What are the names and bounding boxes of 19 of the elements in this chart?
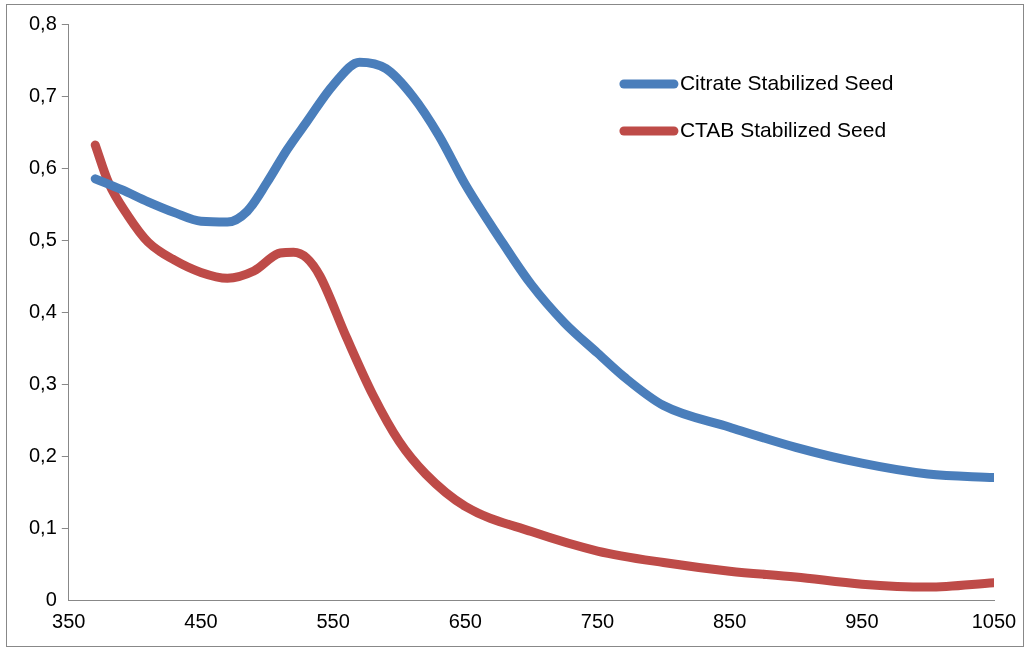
x-tick-label: 750 xyxy=(580,609,615,632)
legend-label: Citrate Stabilized Seed xyxy=(679,70,894,94)
y-tick-label: 0,8 xyxy=(28,11,57,34)
x-tick-label: 450 xyxy=(184,609,218,632)
legend-label: CTAB Stabilized Seed xyxy=(679,117,887,141)
y-tick-label: 0,3 xyxy=(28,371,57,394)
y-tick-label: 0 xyxy=(45,587,57,610)
x-tick-label: 1050 xyxy=(971,609,1017,632)
x-tick-label: 550 xyxy=(316,609,350,632)
y-tick-label: 0,6 xyxy=(28,155,57,178)
y-tick-label: 0,2 xyxy=(28,443,57,466)
y-tick-label: 0,1 xyxy=(28,515,57,538)
y-tick-label: 0,5 xyxy=(28,227,57,250)
x-tick-label: 850 xyxy=(712,609,747,632)
x-tick-label: 350 xyxy=(52,609,86,632)
y-tick-label: 0,4 xyxy=(28,299,57,322)
y-tick-label: 0,7 xyxy=(28,83,57,106)
x-tick-label: 650 xyxy=(448,609,482,632)
x-tick-label: 950 xyxy=(845,609,879,632)
